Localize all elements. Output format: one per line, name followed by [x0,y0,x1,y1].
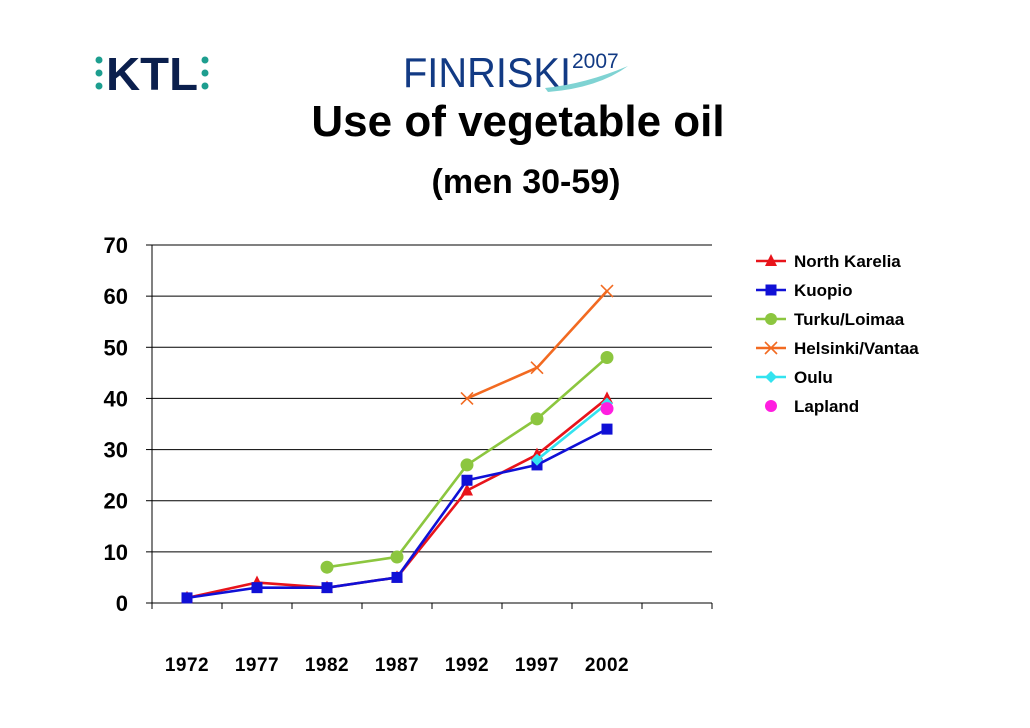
x-tick-label: 1982 [305,655,349,676]
y-tick-label: 0 [116,591,128,616]
diamond-marker [531,453,543,466]
ktl-logo-dot [201,82,209,90]
triangle-marker [461,483,473,496]
chart-subtitle: (men 30-59) [432,163,621,201]
square-marker [181,592,193,604]
legend-label: Kuopio [794,281,853,300]
x-tick-label: 1997 [515,655,559,676]
ktl-logo: KTL [95,48,209,100]
square-marker [321,582,333,594]
x-marker [764,341,778,355]
finriski-logo-swoosh [545,66,628,92]
circle-marker [320,560,334,574]
legend-label: Turku/Loimaa [794,310,905,329]
circle-marker [460,458,474,472]
x-tick-label: 1972 [165,655,209,676]
y-axis-ticks: 0 10 20 30 40 50 60 70 [104,233,128,616]
square-marker [391,571,403,583]
axes [146,244,713,609]
legend-item: Lapland [765,397,859,416]
square-marker [601,423,613,435]
ktl-logo-dot [201,56,209,64]
x-marker [600,284,614,298]
y-tick-label: 10 [104,540,128,565]
legend-item: Turku/Loimaa [756,310,905,329]
circle-marker [530,412,544,426]
legend: North Karelia Kuopio Turku/Loimaa Helsinki/… [756,252,919,416]
finriski-logo: FINRISKI 2007 [403,49,628,96]
legend-item: Helsinki/Vantaa [756,339,919,358]
x-marker [460,391,474,405]
series-north-karelia [181,391,613,603]
x-tick-label: 2002 [585,655,629,676]
y-tick-label: 30 [104,438,128,463]
circle-marker [765,313,777,325]
legend-item: Kuopio [756,281,853,300]
triangle-marker [765,254,777,266]
finriski-logo-text: FINRISKI [403,49,571,96]
finriski-logo-year: 2007 [572,50,619,73]
legend-item: Oulu [756,368,833,387]
circle-marker [765,400,777,412]
series-turku-loimaa [320,351,614,574]
chart-title: Use of vegetable oil [311,97,724,146]
circle-marker [600,402,614,416]
series-lapland [600,402,614,416]
circle-marker [600,351,614,365]
diamond-marker [765,371,777,383]
y-tick-label: 60 [104,284,128,309]
series-line [536,402,608,461]
series-line [186,397,608,600]
legend-label: Oulu [794,368,833,387]
series-helsinki-vantaa [460,284,614,405]
x-tick-label: 1987 [375,655,419,676]
ktl-logo-dot [95,56,103,64]
x-axis-ticks: 1972 1977 1982 1987 1992 1997 2002 [165,655,629,676]
legend-item: North Karelia [756,252,901,271]
gridlines [152,244,712,553]
y-tick-label: 40 [104,386,128,411]
square-marker [251,582,263,594]
x-marker [530,361,544,375]
series-group [181,284,614,604]
ktl-logo-dot [201,69,209,77]
y-tick-label: 20 [104,489,128,514]
ktl-logo-dot [95,82,103,90]
y-tick-label: 50 [104,335,128,360]
x-tick-label: 1977 [235,655,279,676]
legend-label: Lapland [794,397,859,416]
legend-label: North Karelia [794,252,901,271]
series-line [466,290,608,400]
x-tick-label: 1992 [445,655,489,676]
square-marker [765,284,777,296]
ktl-logo-dot [95,69,103,77]
triangle-marker [601,391,613,404]
circle-marker [390,550,404,564]
legend-label: Helsinki/Vantaa [794,339,919,358]
square-marker [461,474,473,486]
y-tick-label: 70 [104,233,128,258]
ktl-logo-text: KTL [106,48,198,100]
